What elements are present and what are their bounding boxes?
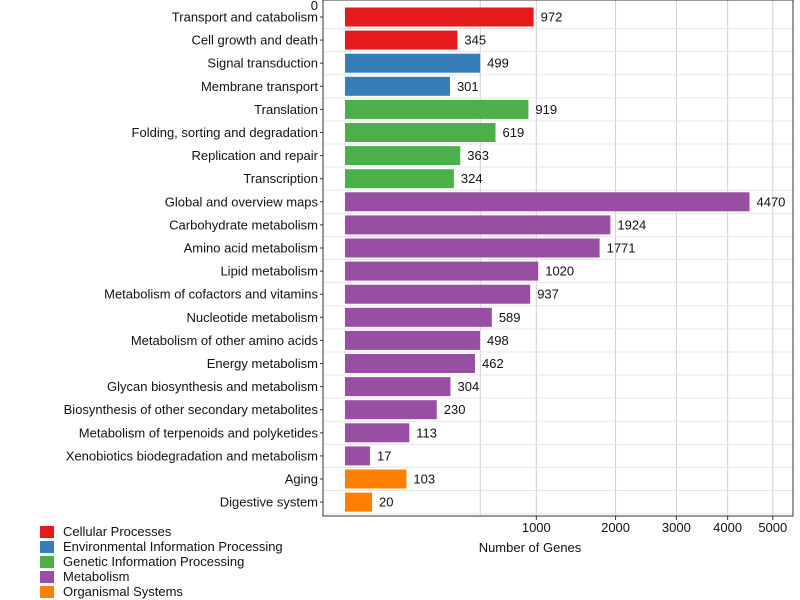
- x-tick-label: 2000: [601, 520, 630, 535]
- bar: [345, 169, 454, 189]
- bar: [345, 53, 481, 73]
- bar: [345, 123, 496, 142]
- value-label: 1771: [607, 241, 636, 256]
- category-label: Membrane transport: [201, 79, 318, 94]
- value-label: 919: [535, 102, 557, 117]
- bar: [345, 76, 450, 96]
- bar: [345, 377, 451, 397]
- category-label: Translation: [254, 102, 318, 117]
- category-label: Folding, sorting and degradation: [132, 125, 318, 140]
- category-label: Glycan biosynthesis and metabolism: [107, 379, 318, 394]
- value-label: 103: [413, 472, 435, 487]
- category-label: Metabolism of other amino acids: [131, 333, 319, 348]
- x-axis-title: Number of Genes: [479, 540, 582, 555]
- category-label: Global and overview maps: [165, 194, 319, 209]
- legend-label: Organismal Systems: [63, 584, 183, 599]
- legend-label: Genetic Information Processing: [63, 554, 245, 569]
- value-label: 17: [377, 448, 391, 463]
- bar: [345, 192, 750, 212]
- x-tick-label: 4000: [713, 520, 742, 535]
- value-label: 499: [487, 56, 509, 71]
- value-label: 1020: [545, 264, 574, 279]
- value-label: 20: [379, 495, 393, 510]
- category-label: Digestive system: [220, 495, 318, 510]
- value-label: 324: [461, 171, 483, 186]
- value-label: 498: [487, 333, 509, 348]
- category-label: Energy metabolism: [207, 356, 318, 371]
- bar: [345, 354, 476, 373]
- category-label: Aging: [285, 472, 318, 487]
- value-label: 589: [499, 310, 521, 325]
- bar: [345, 146, 461, 166]
- legend-swatch: [40, 525, 54, 538]
- plot-frame: [322, 0, 794, 517]
- bar: [345, 215, 611, 235]
- category-label: Cell growth and death: [192, 33, 318, 48]
- legend-item: Organismal Systems: [40, 584, 283, 599]
- bar: [345, 238, 600, 258]
- top-zero-label: 0: [311, 0, 318, 13]
- legend-swatch: [40, 540, 54, 553]
- value-label: 4470: [756, 194, 785, 209]
- x-tick-label: 5000: [758, 520, 787, 535]
- bar: [345, 446, 370, 466]
- bar: [345, 99, 529, 119]
- bar: [345, 492, 373, 512]
- bar: [345, 30, 458, 50]
- value-label: 301: [457, 79, 479, 94]
- category-label: Amino acid metabolism: [184, 241, 318, 256]
- value-label: 113: [416, 425, 437, 440]
- value-label: 619: [503, 125, 525, 140]
- legend-item: Environmental Information Processing: [40, 539, 283, 554]
- category-label: Transport and catabolism: [172, 10, 318, 25]
- value-label: 304: [457, 379, 479, 394]
- legend-swatch: [40, 570, 54, 583]
- category-label: Xenobiotics biodegradation and metabolis…: [66, 448, 318, 463]
- bar: [345, 307, 492, 327]
- legend-label: Metabolism: [63, 569, 130, 584]
- category-label: Biosynthesis of other secondary metaboli…: [64, 402, 319, 417]
- legend-swatch: [40, 555, 54, 568]
- legend-label: Cellular Processes: [63, 524, 172, 539]
- bar: [345, 261, 539, 281]
- bar: [345, 423, 410, 443]
- legend-swatch: [40, 585, 54, 598]
- value-label: 1924: [617, 217, 646, 232]
- category-label: Carbohydrate metabolism: [169, 217, 318, 232]
- value-label: 462: [482, 356, 504, 371]
- bar: [345, 284, 531, 304]
- category-label: Nucleotide metabolism: [186, 310, 318, 325]
- category-label: Replication and repair: [192, 148, 319, 163]
- legend-label: Environmental Information Processing: [63, 539, 283, 554]
- category-label: Metabolism of terpenoids and polyketides: [79, 425, 319, 440]
- bar: [345, 330, 481, 350]
- value-label: 345: [464, 33, 486, 48]
- bar: [345, 469, 407, 489]
- legend: Cellular Processes Environmental Informat…: [40, 524, 283, 599]
- x-tick-label: 3000: [662, 520, 691, 535]
- x-tick-label: 1000: [522, 520, 551, 535]
- category-label: Signal transduction: [207, 56, 318, 71]
- category-label: Lipid metabolism: [220, 264, 318, 279]
- bar: [345, 7, 534, 27]
- bar: [345, 400, 437, 420]
- value-label: 230: [444, 402, 466, 417]
- legend-item: Cellular Processes: [40, 524, 283, 539]
- category-label: Transcription: [243, 171, 318, 186]
- value-label: 363: [467, 148, 489, 163]
- category-label: Metabolism of cofactors and vitamins: [104, 287, 318, 302]
- value-label: 972: [541, 10, 563, 25]
- value-label: 937: [537, 287, 559, 302]
- legend-item: Metabolism: [40, 569, 283, 584]
- legend-item: Genetic Information Processing: [40, 554, 283, 569]
